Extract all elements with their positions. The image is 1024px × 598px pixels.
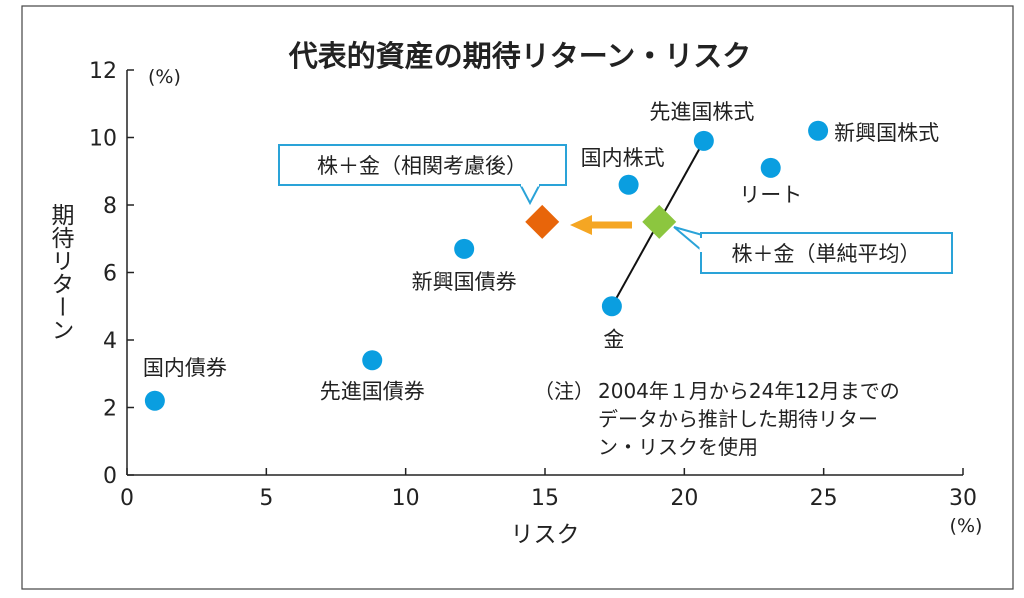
figure-frame [21,5,1014,590]
callout-correlated-box [278,144,567,186]
callout-correlated-pointer [518,183,542,206]
chart-title: 代表的資産の期待リターン・リスク [288,39,752,73]
footnote-prefix: （注） [534,379,594,403]
data-point [362,350,383,371]
combined-diamond [525,204,560,239]
callout-simple-label: 株＋金（単純平均） [732,242,921,266]
callout-correlated-label: 株＋金（相関考慮後） [317,154,527,178]
data-point-label: 先進国株式 [649,100,754,124]
x-tick-label: 10 [392,486,420,511]
combined-markers [525,204,677,239]
shift-arrow-head [570,215,592,235]
y-unit-label: (%) [148,66,181,88]
x-tick-label: 15 [531,486,559,511]
footnote-line-3: ン・リスクを使用 [598,435,758,459]
footnote-line-1: 2004年１月から24年12月までの [598,379,900,403]
data-point [144,390,165,411]
footnote-line-2: データから推計した期待リター [598,407,878,431]
x-tick-label: 0 [120,486,134,511]
data-point-label: 新興国株式 [834,121,939,145]
data-point [808,120,829,141]
data-point [693,130,714,151]
data-point [760,157,781,178]
x-unit-label: (%) [950,515,983,537]
data-point-label: 国内債券 [143,356,227,380]
y-ticks: 0 2 4 6 8 10 12 [89,59,134,489]
y-tick-label: 8 [103,194,117,219]
data-point-label: 国内株式 [581,146,665,170]
shift-arrow [570,215,632,235]
y-tick-label: 2 [103,397,117,422]
x-ticks: 0 5 10 15 20 25 30 [120,468,977,511]
y-tick-label: 10 [89,127,117,152]
data-point-label: 先進国債券 [320,379,425,403]
callout-simple: 株＋金（単純平均） [673,226,953,274]
x-tick-label: 30 [949,486,977,511]
combined-diamond [642,204,677,239]
callout-simple-box [700,232,953,274]
data-point-label: 新興国債券 [412,270,517,294]
x-tick-label: 25 [810,486,838,511]
callout-correlated: 株＋金（相関考慮後） [278,144,567,206]
y-axis-title: 期待リターン [47,203,75,341]
x-tick-label: 20 [670,486,698,511]
x-axis-title: リスク [511,522,580,548]
data-point [454,238,475,259]
x-tick-label: 5 [259,486,273,511]
y-tick-label: 6 [103,262,117,287]
footnote: （注） 2004年１月から24年12月までの データから推計した期待リター ン・… [534,379,900,459]
data-point-label: 金 [603,327,624,351]
y-tick-label: 4 [103,329,117,354]
data-point [618,174,639,195]
y-tick-label: 12 [89,59,117,84]
data-point [601,296,622,317]
data-point-label: リート [739,183,802,207]
y-tick-label: 0 [103,464,117,489]
